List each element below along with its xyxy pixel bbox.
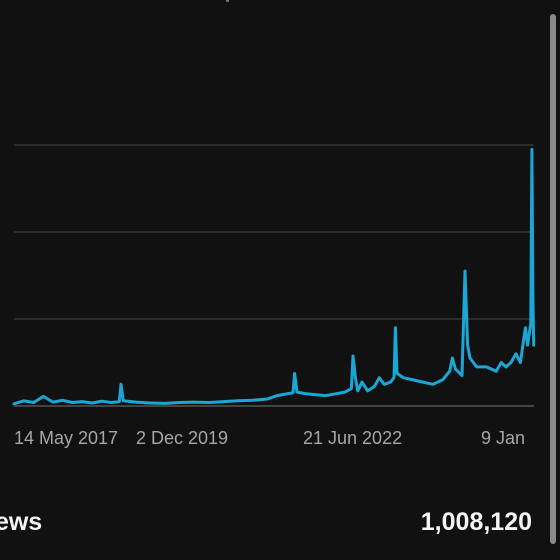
x-tick-label: 21 Jun 2022	[303, 428, 402, 448]
x-tick-label: 9 Jan	[481, 428, 525, 448]
window-top-marker	[226, 0, 229, 2]
x-tick-label: 14 May 2017	[14, 428, 118, 448]
vertical-scrollbar[interactable]	[550, 14, 556, 544]
total-views-value: 1,008,120	[420, 508, 532, 536]
views-series-line[interactable]	[12, 147, 536, 406]
x-tick-label: 2 Dec 2019	[136, 428, 228, 448]
total-views-summary: iews 1,008,120	[0, 500, 540, 544]
total-views-label: iews	[0, 508, 43, 536]
chart-area: 14 May 2017 2 Dec 2019 21 Jun 2022 9 Jan	[0, 0, 560, 460]
views-line-chart[interactable]: 14 May 2017 2 Dec 2019 21 Jun 2022 9 Jan	[0, 0, 560, 460]
